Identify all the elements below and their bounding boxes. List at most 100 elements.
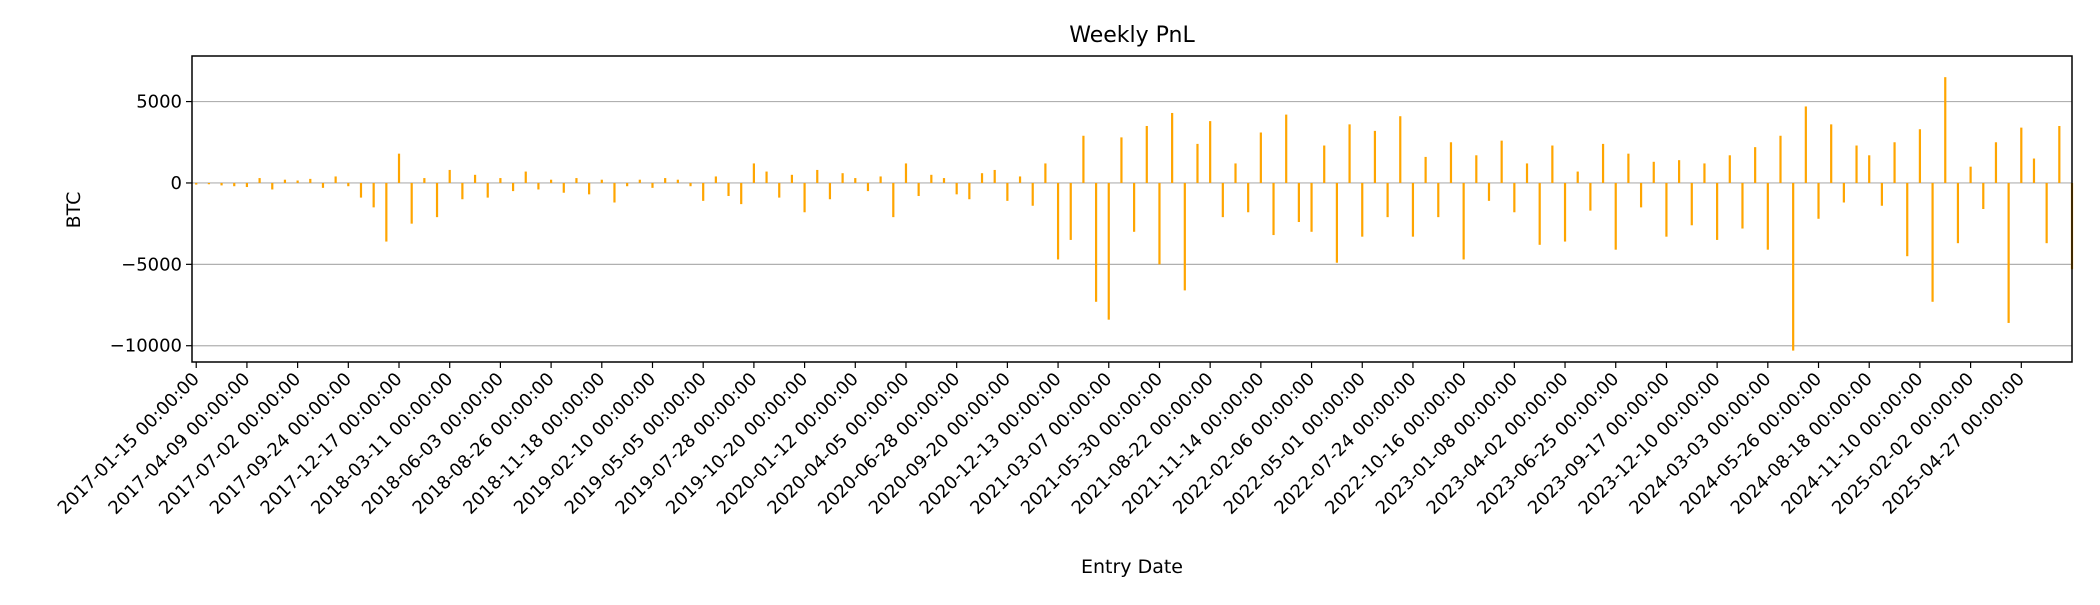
pnl-bar — [537, 182, 540, 190]
axes — [191, 55, 2073, 363]
plot-frame — [191, 55, 2073, 363]
pnl-bar — [1982, 182, 1985, 209]
pnl-bar — [904, 163, 908, 183]
pnl-bar — [321, 182, 325, 188]
pnl-bar — [1830, 124, 1833, 183]
pnl-bar — [562, 182, 565, 193]
y-axis-ticks: 5000 0 −5000 −10000 — [110, 92, 192, 357]
pnl-bar — [1956, 182, 1960, 244]
pnl-bar — [1500, 140, 1503, 183]
pnl-bar — [664, 178, 667, 183]
pnl-bar — [473, 174, 477, 183]
pnl-bar — [1234, 163, 1237, 183]
pnl-bar — [2058, 125, 2061, 183]
pnl-bar — [1703, 163, 1706, 183]
pnl-bar — [714, 176, 717, 183]
pnl-bar — [1031, 182, 1034, 206]
pnl-bar — [1665, 182, 1668, 237]
pnl-bar — [1880, 182, 1883, 206]
pnl-bar — [245, 182, 249, 188]
pnl-bar — [600, 179, 603, 183]
pnl-bar — [423, 178, 426, 183]
pnl-bar — [1449, 142, 1453, 183]
y-tick-label: 5000 — [136, 92, 182, 113]
pnl-bar — [575, 178, 578, 183]
pnl-bar — [1842, 182, 1845, 203]
pnl-bar — [1918, 129, 1922, 183]
pnl-bar — [1931, 182, 1934, 302]
pnl-bar — [1133, 182, 1136, 232]
pnl-bar — [1120, 137, 1123, 183]
pnl-bar — [511, 182, 515, 192]
pnl-bar — [816, 169, 819, 183]
pnl-bar — [359, 182, 363, 198]
pnl-bar — [1766, 182, 1769, 250]
pnl-bar — [955, 182, 958, 195]
pnl-bar — [765, 171, 768, 183]
pnl-bar — [1082, 135, 1085, 183]
pnl-bar — [676, 179, 679, 183]
pnl-bar — [1906, 182, 1909, 257]
pnl-bar — [461, 182, 464, 200]
pnl-bar — [1310, 182, 1313, 232]
pnl-bar — [1855, 145, 1858, 183]
pnl-bar — [334, 176, 337, 183]
pnl-bar — [803, 182, 806, 213]
pnl-bar — [207, 182, 210, 185]
pnl-bar — [499, 178, 502, 183]
pnl-bar — [347, 182, 350, 187]
pnl-bar — [1386, 182, 1389, 218]
pnl-bar — [372, 182, 375, 208]
pnl-bar — [1475, 155, 1478, 183]
pnl-bar — [486, 182, 489, 198]
pnl-bar — [1018, 176, 1022, 183]
pnl-bar — [1804, 106, 1807, 183]
y-tick-label: −10000 — [110, 336, 182, 357]
pnl-bar — [1589, 182, 1592, 211]
pnl-bar — [1487, 182, 1491, 201]
pnl-bar — [689, 182, 692, 187]
pnl-bar — [309, 178, 312, 183]
pnl-bar — [1437, 182, 1440, 218]
pnl-bar — [879, 176, 882, 183]
pnl-bar — [550, 179, 553, 183]
pnl-bar — [1678, 160, 1681, 183]
pnl-bar — [1893, 142, 1896, 183]
pnl-bar — [638, 179, 641, 183]
pnl-bar — [1158, 182, 1161, 265]
pnl-bar — [1576, 171, 1579, 183]
pnl-bar — [1639, 182, 1643, 208]
pnl-bar — [1424, 156, 1427, 183]
pnl-bar — [1285, 114, 1288, 183]
pnl-bar — [2007, 182, 2010, 323]
pnl-bar — [195, 182, 198, 185]
pnl-bar — [841, 173, 844, 183]
pnl-bar — [1601, 143, 1605, 183]
pnl-bar — [1183, 182, 1186, 291]
pnl-bar — [828, 182, 832, 200]
pnl-bar — [1792, 182, 1795, 351]
pnl-bar — [524, 171, 527, 183]
pnl-bar — [1069, 182, 1072, 240]
pnl-bar — [271, 182, 274, 190]
pnl-bar — [1551, 145, 1554, 183]
pnl-bar — [1969, 166, 1972, 183]
pnl-bar — [1513, 182, 1516, 213]
pnl-bar — [778, 182, 781, 198]
y-axis-label: BTC — [63, 192, 85, 229]
pnl-bar — [410, 182, 413, 224]
pnl-bar — [1627, 153, 1630, 183]
pnl-bar — [283, 179, 287, 183]
pnl-bar — [1690, 182, 1693, 226]
pnl-bar — [1525, 163, 1529, 183]
pnl-bar — [1006, 182, 1009, 201]
pnl-bar — [1614, 182, 1617, 250]
pnl-bar — [588, 182, 591, 195]
grid-lines — [192, 100, 2072, 347]
chart-title: Weekly PnL — [1069, 23, 1195, 48]
pnl-bar — [1107, 182, 1110, 320]
pnl-bar — [2020, 127, 2023, 183]
pnl-bar — [1361, 182, 1364, 237]
